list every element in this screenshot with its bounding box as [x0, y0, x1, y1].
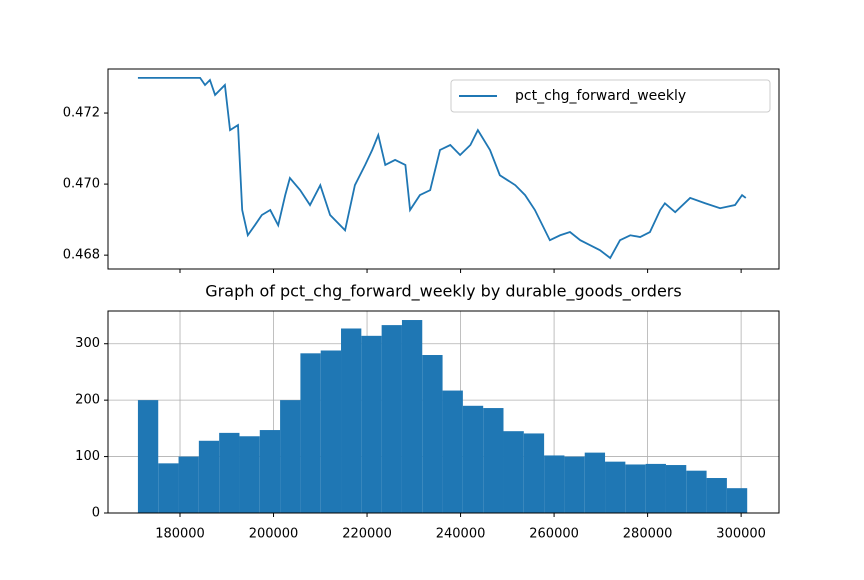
line-series: [137, 76, 747, 260]
y-tick-label: 0.470: [63, 177, 100, 192]
histogram-bar: [523, 433, 545, 513]
histogram-bar: [462, 405, 484, 513]
axes-frame: [107, 68, 780, 270]
x-tick-label: 300000: [716, 527, 766, 542]
legend-box: [450, 79, 771, 113]
y-tick-label: 200: [75, 393, 100, 408]
histogram-bar: [483, 408, 504, 513]
chart-title: Graph of pct_chg_forward_weekly by durab…: [205, 282, 681, 302]
histogram-bar: [442, 390, 463, 513]
histogram-bar: [158, 463, 179, 513]
x-tick-label: 240000: [436, 527, 486, 542]
histogram-bar: [706, 478, 727, 513]
legend-label: pct_chg_forward_weekly: [515, 88, 686, 104]
histogram-bar: [198, 440, 220, 513]
y-tick-label: 100: [75, 449, 100, 464]
y-tick-label: 0: [92, 506, 100, 521]
histogram-bar: [686, 470, 707, 513]
histogram-bar: [381, 325, 402, 513]
histogram-bar: [361, 335, 382, 513]
histogram-bar: [401, 320, 423, 513]
histogram-bar: [280, 400, 301, 513]
y-tick-label: 0.472: [63, 106, 100, 121]
histogram-bar: [300, 353, 321, 513]
x-tick-label: 220000: [342, 527, 392, 542]
histogram-bar: [259, 430, 281, 513]
histogram-bar: [503, 431, 524, 513]
histogram-bar: [665, 465, 687, 513]
histogram-bar: [605, 461, 626, 513]
histogram-bar: [239, 436, 260, 513]
x-tick-label: 280000: [623, 527, 673, 542]
histogram-bar: [645, 463, 666, 513]
histogram-bar: [584, 452, 606, 513]
histogram-bar: [625, 464, 646, 513]
histogram-bar: [320, 350, 342, 513]
histogram-bar: [178, 456, 199, 513]
axes-frame: [107, 310, 780, 514]
histogram-bar: [422, 355, 443, 513]
histogram-bar: [341, 328, 362, 513]
x-tick-label: 200000: [249, 527, 299, 542]
y-tick-label: 0.468: [63, 248, 100, 263]
histogram-bar: [726, 488, 748, 513]
x-tick-label: 180000: [155, 527, 205, 542]
x-tick-label: 260000: [529, 527, 579, 542]
histogram-bar: [219, 432, 240, 513]
histogram-bar: [544, 455, 565, 513]
histogram-bar: [564, 456, 585, 513]
histogram-bar: [137, 400, 159, 513]
y-tick-label: 300: [75, 336, 100, 351]
